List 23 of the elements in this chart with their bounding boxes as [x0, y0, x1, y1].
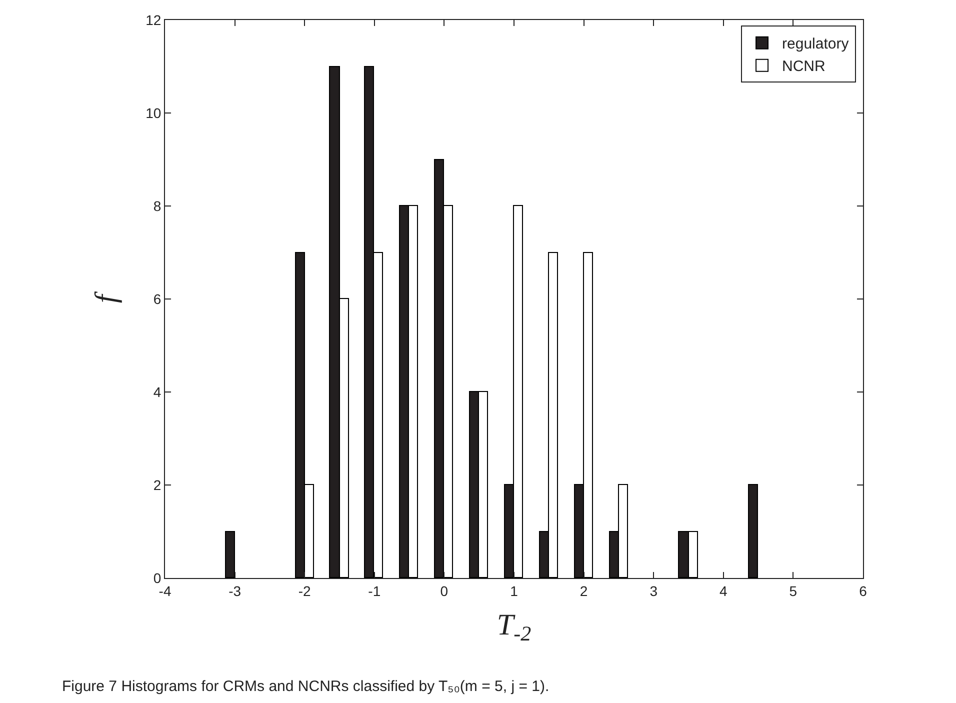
y-tick-label: 10	[146, 104, 162, 121]
x-tick-label: 6	[859, 582, 868, 599]
x-axis-title: T$_{-2}$	[496, 608, 532, 646]
y-tick-label: 8	[153, 198, 162, 214]
y-axis-title: f	[90, 291, 123, 304]
y-tick-label: 0	[153, 570, 162, 586]
x-tick-label: -1	[368, 582, 381, 599]
x-tick-label: 3	[650, 582, 658, 599]
x-tick-label: 0	[440, 582, 448, 599]
y-tick-label: 2	[153, 476, 162, 493]
y-tick-label: 6	[153, 290, 162, 307]
x-tick-label: -3	[228, 582, 242, 599]
x-tick-label: -4	[158, 582, 172, 599]
x-tick-label: 5	[789, 582, 798, 599]
x-tick-label: 4	[720, 582, 728, 599]
legend-label: NCNR	[782, 58, 826, 76]
caption: Figure 7 Histograms for CRMs and NCNRs classified by T₅₀(m = 5, j = 1).	[62, 678, 550, 695]
x-tick-label: 1	[510, 582, 518, 599]
y-tick-label: 4	[153, 384, 162, 400]
y-tick-label: 12	[146, 12, 162, 28]
x-tick-label: 2	[580, 582, 588, 599]
x-tick-label: -2	[298, 582, 312, 599]
legend-label: regulatory	[782, 36, 850, 53]
